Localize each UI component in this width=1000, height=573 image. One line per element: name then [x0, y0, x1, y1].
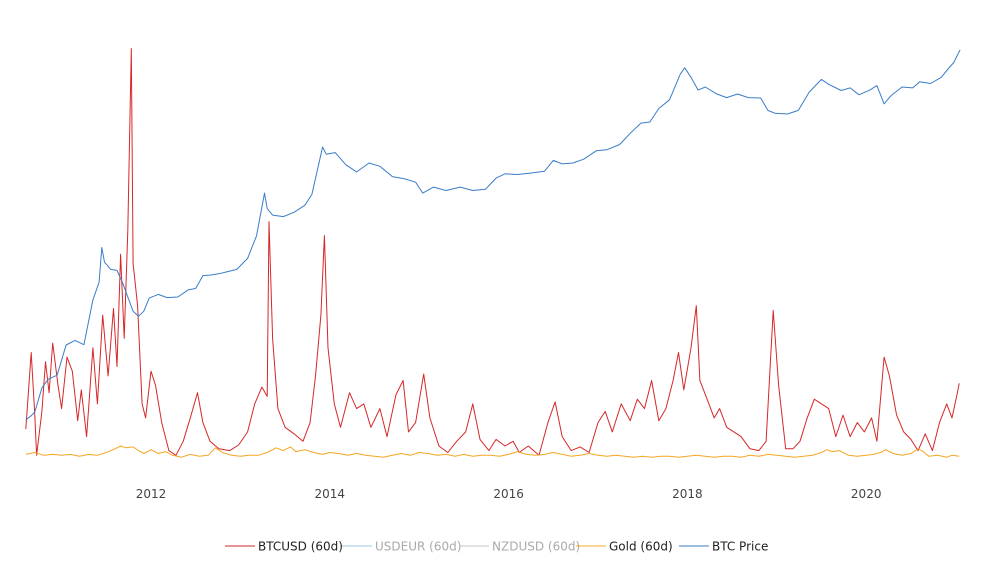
- series-layer: [25, 48, 961, 458]
- series-line-gold-60d: [25, 445, 960, 458]
- legend[interactable]: BTCUSD (60d) USDEUR (60d) NZDUSD (60d) Gold…: [225, 540, 768, 554]
- legend-label: BTC Price: [712, 540, 768, 554]
- legend-label: BTCUSD (60d): [258, 540, 343, 554]
- legend-item[interactable]: BTC Price: [679, 540, 768, 554]
- series-line-btc-price: [25, 49, 961, 421]
- x-tick-label: 2014: [315, 487, 346, 501]
- x-axis-ticks: 2012 2014 2016 2018 2020: [136, 487, 882, 501]
- legend-label: NZDUSD (60d): [492, 540, 580, 554]
- legend-label: Gold (60d): [609, 540, 673, 554]
- x-tick-label: 2020: [851, 487, 882, 501]
- legend-item[interactable]: NZDUSD (60d): [459, 540, 580, 554]
- legend-item[interactable]: BTCUSD (60d): [225, 540, 343, 554]
- legend-item[interactable]: Gold (60d): [576, 540, 673, 554]
- x-tick-label: 2018: [672, 487, 703, 501]
- legend-item[interactable]: USDEUR (60d): [342, 540, 461, 554]
- x-tick-label: 2012: [136, 487, 167, 501]
- x-tick-label: 2016: [493, 487, 524, 501]
- legend-label: USDEUR (60d): [375, 540, 461, 554]
- series-line-btcusd-60d: [25, 48, 960, 456]
